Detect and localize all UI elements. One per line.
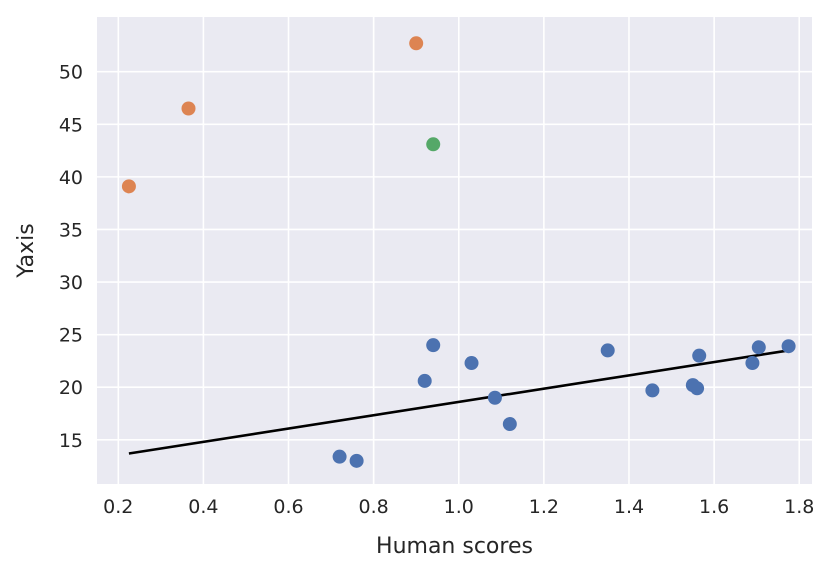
data-point xyxy=(600,343,615,358)
y-axis-ticks: 15 20 25 30 35 40 45 50 xyxy=(59,62,83,452)
x-tick-label: 1.6 xyxy=(699,496,729,518)
x-tick-label: 1.8 xyxy=(784,496,814,518)
plot-background xyxy=(97,17,812,484)
data-point xyxy=(692,348,707,363)
y-tick-label: 20 xyxy=(59,377,83,399)
y-tick-label: 15 xyxy=(59,430,83,452)
data-point xyxy=(332,449,347,464)
data-point xyxy=(417,373,432,388)
y-tick-label: 30 xyxy=(59,272,83,294)
y-tick-label: 25 xyxy=(59,325,83,347)
x-tick-label: 0.4 xyxy=(188,496,218,518)
data-point xyxy=(181,101,196,116)
data-point xyxy=(409,36,424,51)
x-tick-label: 0.2 xyxy=(103,496,133,518)
grid xyxy=(97,17,812,484)
x-axis-ticks: 0.2 0.4 0.6 0.8 1.0 1.2 1.4 1.6 1.8 xyxy=(103,496,814,518)
data-point xyxy=(121,179,136,194)
data-point xyxy=(645,383,660,398)
data-point xyxy=(349,453,364,468)
y-tick-label: 50 xyxy=(59,62,83,84)
y-tick-label: 45 xyxy=(59,114,83,136)
data-point xyxy=(487,390,502,405)
x-tick-label: 1.0 xyxy=(444,496,474,518)
data-point xyxy=(464,356,479,371)
data-point xyxy=(781,339,796,354)
x-tick-label: 1.2 xyxy=(529,496,559,518)
data-point xyxy=(751,340,766,355)
trendline-layer xyxy=(128,349,789,455)
data-point xyxy=(426,137,441,152)
y-axis-label: Yaxis xyxy=(14,223,39,278)
data-point xyxy=(426,338,441,353)
y-tick-label: 40 xyxy=(59,167,83,189)
x-tick-label: 0.8 xyxy=(359,496,389,518)
trendline xyxy=(128,349,789,455)
y-tick-label: 35 xyxy=(59,219,83,241)
x-tick-label: 1.4 xyxy=(614,496,644,518)
data-point xyxy=(502,417,517,432)
points-layer xyxy=(121,36,796,468)
data-point xyxy=(745,356,760,371)
x-axis-label: Human scores xyxy=(376,534,533,559)
data-point xyxy=(690,381,705,396)
x-tick-label: 0.6 xyxy=(273,496,303,518)
